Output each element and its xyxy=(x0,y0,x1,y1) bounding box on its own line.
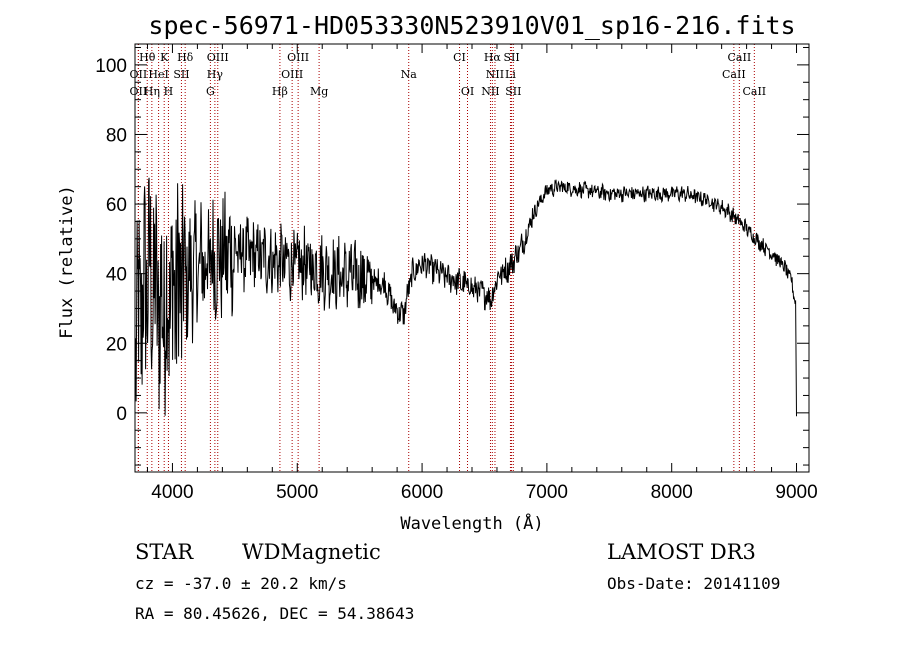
spectral-line-label: SII xyxy=(505,85,521,98)
obs-date-text: Obs-Date: 20141109 xyxy=(607,574,780,593)
spectral-line-label: NII xyxy=(481,85,499,98)
spectral-line-label: Hγ xyxy=(207,68,224,81)
x-tick-label: 6000 xyxy=(401,482,443,503)
spectral-line-label: SII xyxy=(173,68,189,81)
x-axis-label: Wavelength (Å) xyxy=(400,512,543,534)
spectral-line-label: NII xyxy=(486,68,504,81)
spectral-line-label: OIII xyxy=(207,51,229,64)
x-tick-label: 4000 xyxy=(151,482,193,503)
spectral-line-label: K xyxy=(160,51,169,64)
spectral-line-label: OIII xyxy=(281,68,303,81)
chart-title: spec-56971-HD053330N523910V01_sp16-216.f… xyxy=(148,11,795,40)
spectral-line-label: Li xyxy=(505,68,516,81)
spectral-line-label: Hβ xyxy=(272,85,288,98)
spectral-line-label: Na xyxy=(401,68,418,81)
survey-label: LAMOST DR3 xyxy=(607,540,756,564)
plot-frame xyxy=(134,43,810,473)
y-axis: 0 20 40 60 80 100 xyxy=(95,46,809,466)
coordinates-text: RA = 80.45626, DEC = 54.38643 xyxy=(135,604,414,623)
spectral-line-label: Hη xyxy=(144,85,160,98)
x-tick-label: 7000 xyxy=(526,482,568,503)
y-tick-label: 100 xyxy=(95,56,127,77)
spectral-line-label: SII xyxy=(503,51,519,64)
spectral-line-label: G xyxy=(206,85,215,98)
spectral-line-label: OI xyxy=(461,85,474,98)
spectral-line-label: OII xyxy=(130,68,148,81)
spectral-line-label: OIII xyxy=(287,51,309,64)
subclass-label: WDMagnetic xyxy=(242,540,381,564)
x-tick-label: 5000 xyxy=(276,482,318,503)
y-tick-label: 60 xyxy=(106,195,127,216)
spectral-line-label: HeI xyxy=(148,68,168,81)
spectral-line-label: OII xyxy=(130,85,148,98)
spectral-line-label: Hδ xyxy=(177,51,194,64)
spectrum-line xyxy=(135,177,797,417)
x-tick-label: 9000 xyxy=(775,482,817,503)
spectral-line-label: CaII xyxy=(722,68,746,81)
spectral-line-label: CaII xyxy=(742,85,766,98)
spectral-line-label: Mg xyxy=(310,85,328,98)
y-tick-label: 40 xyxy=(106,265,127,286)
y-axis-label: Flux (relative) xyxy=(57,185,77,339)
spectral-line-label: CI xyxy=(453,51,466,64)
spectral-line-label: Hα xyxy=(484,51,502,64)
spectral-line-label: H xyxy=(164,85,174,98)
spectral-line-label: Hθ xyxy=(139,51,156,64)
x-axis: 4000 5000 6000 7000 8000 9000 xyxy=(146,44,818,503)
redshift-text: cz = -37.0 ± 20.2 km/s xyxy=(135,574,347,593)
class-label: STAR xyxy=(135,540,194,564)
x-tick-label: 8000 xyxy=(651,482,693,503)
y-tick-label: 80 xyxy=(106,125,127,146)
spectral-line-label: CaII xyxy=(728,51,752,64)
y-tick-label: 0 xyxy=(116,404,127,425)
y-tick-label: 20 xyxy=(106,334,127,355)
